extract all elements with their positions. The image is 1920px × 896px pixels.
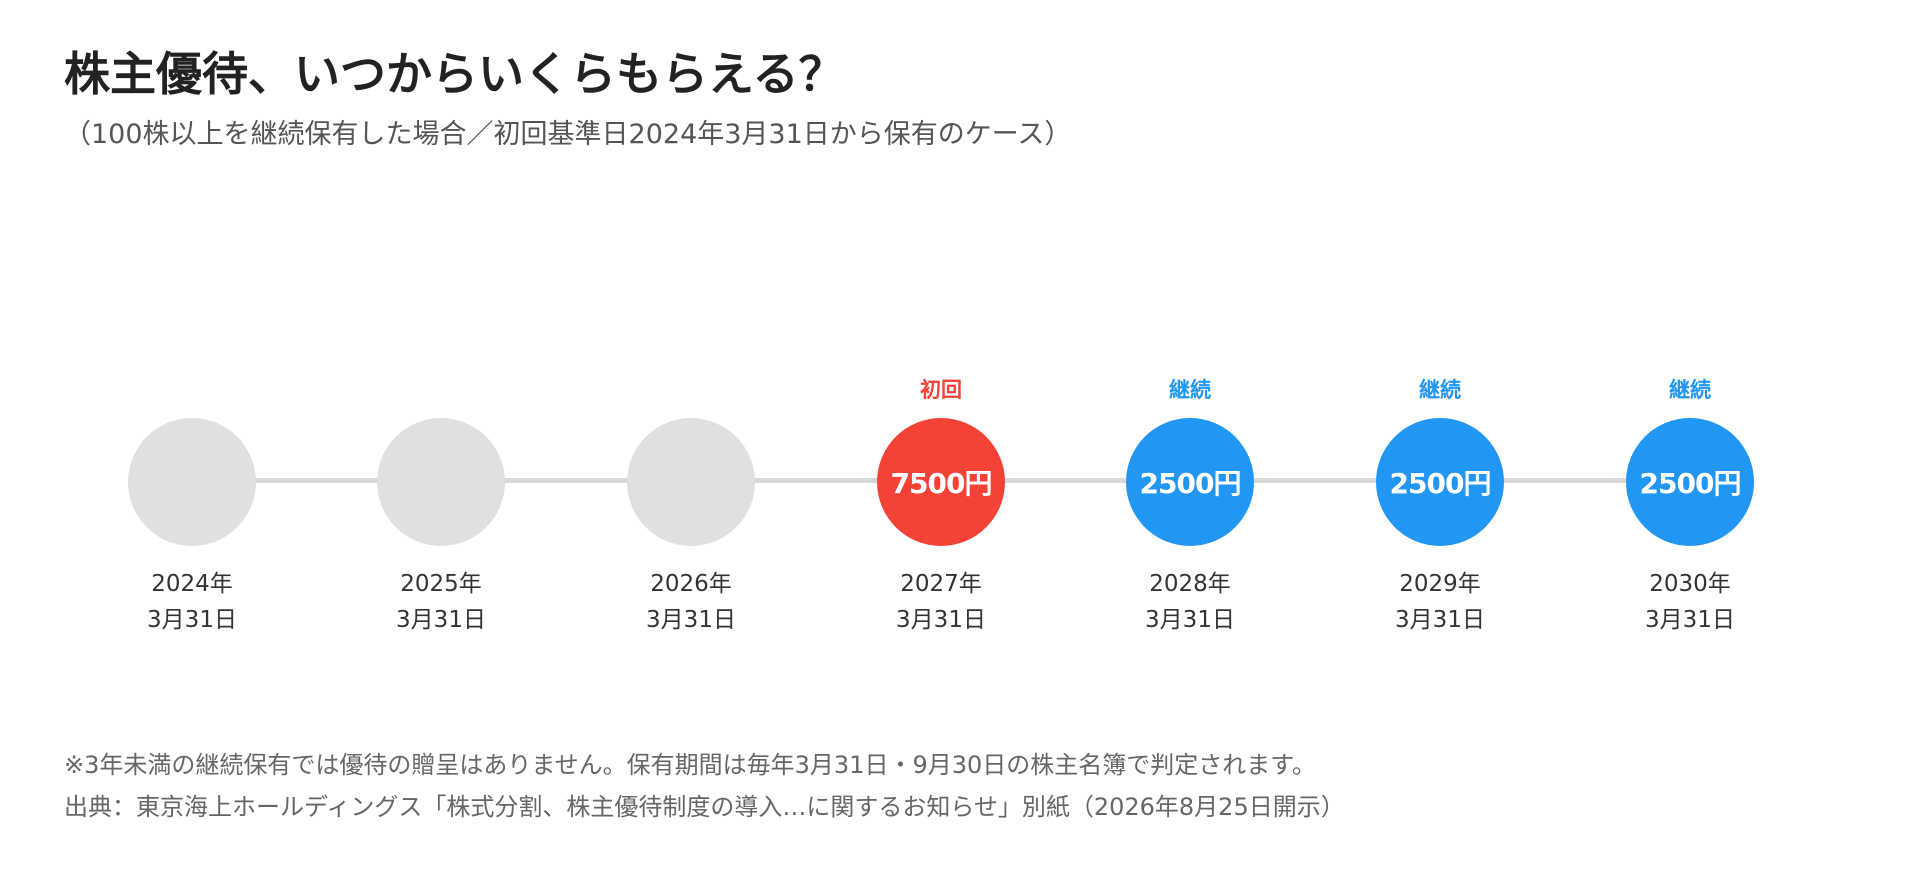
- node-circle: 7500円: [877, 418, 1005, 546]
- node-amount: 2500円: [1639, 467, 1742, 500]
- node-year: 2024年: [151, 571, 233, 597]
- node-year: 2025年: [400, 571, 482, 597]
- note-text: ※3年未満の継続保有では優待の贈呈はありません。保有期間は毎年3月31日・9月3…: [64, 751, 1316, 779]
- node-date: 2028年 3月31日: [1065, 566, 1315, 638]
- node-date: 2025年 3月31日: [316, 566, 566, 638]
- node-circle: 2500円: [1376, 418, 1504, 546]
- page-title: 株主優待、いつからいくらもらえる？: [64, 47, 845, 101]
- node-day: 3月31日: [896, 607, 986, 633]
- node-day: 3月31日: [646, 607, 736, 633]
- node-year: 2029年: [1399, 571, 1481, 597]
- timeline-node-2026: 2026年 3月31日: [566, 370, 816, 640]
- source-text: 出典：東京海上ホールディングス「株式分割、株主優待制度の導入…に関するお知らせ」…: [64, 793, 1345, 821]
- node-year: 2026年: [650, 571, 732, 597]
- node-date: 2024年 3月31日: [67, 566, 317, 638]
- node-circle: 2500円: [1626, 418, 1754, 546]
- node-amount: 2500円: [1139, 467, 1242, 500]
- node-day: 3月31日: [396, 607, 486, 633]
- page-subtitle: （100株以上を継続保有した場合／初回基準日2024年3月31日から保有のケース…: [64, 119, 1072, 150]
- node-tag: [67, 374, 317, 402]
- timeline-node-2028: 継続 2500円 2028年 3月31日: [1065, 370, 1315, 640]
- node-date: 2029年 3月31日: [1315, 566, 1565, 638]
- timeline-node-2027: 初回 7500円 2027年 3月31日: [816, 370, 1066, 640]
- node-amount: 7500円: [890, 467, 993, 500]
- node-amount: 2500円: [1389, 467, 1492, 500]
- timeline-node-2030: 継続 2500円 2030年 3月31日: [1565, 370, 1815, 640]
- node-date: 2030年 3月31日: [1565, 566, 1815, 638]
- node-circle: [377, 418, 505, 546]
- node-year: 2027年: [900, 571, 982, 597]
- node-day: 3月31日: [147, 607, 237, 633]
- node-date: 2027年 3月31日: [816, 566, 1066, 638]
- node-day: 3月31日: [1145, 607, 1235, 633]
- node-date: 2026年 3月31日: [566, 566, 816, 638]
- node-tag: 初回: [920, 378, 962, 402]
- timeline-node-2024: 2024年 3月31日: [67, 370, 317, 640]
- footnotes: ※3年未満の継続保有では優待の贈呈はありません。保有期間は毎年3月31日・9月3…: [64, 744, 1345, 828]
- node-circle: [128, 418, 256, 546]
- node-tag: [566, 374, 816, 402]
- node-tag: 継続: [1169, 378, 1211, 402]
- node-tag: 継続: [1669, 378, 1711, 402]
- node-circle: 2500円: [1126, 418, 1254, 546]
- node-year: 2030年: [1649, 571, 1731, 597]
- node-circle: [627, 418, 755, 546]
- node-tag: [316, 374, 566, 402]
- node-tag: 継続: [1419, 378, 1461, 402]
- node-year: 2028年: [1149, 571, 1231, 597]
- node-day: 3月31日: [1645, 607, 1735, 633]
- timeline-node-2025: 2025年 3月31日: [316, 370, 566, 640]
- node-day: 3月31日: [1395, 607, 1485, 633]
- timeline-node-2029: 継続 2500円 2029年 3月31日: [1315, 370, 1565, 640]
